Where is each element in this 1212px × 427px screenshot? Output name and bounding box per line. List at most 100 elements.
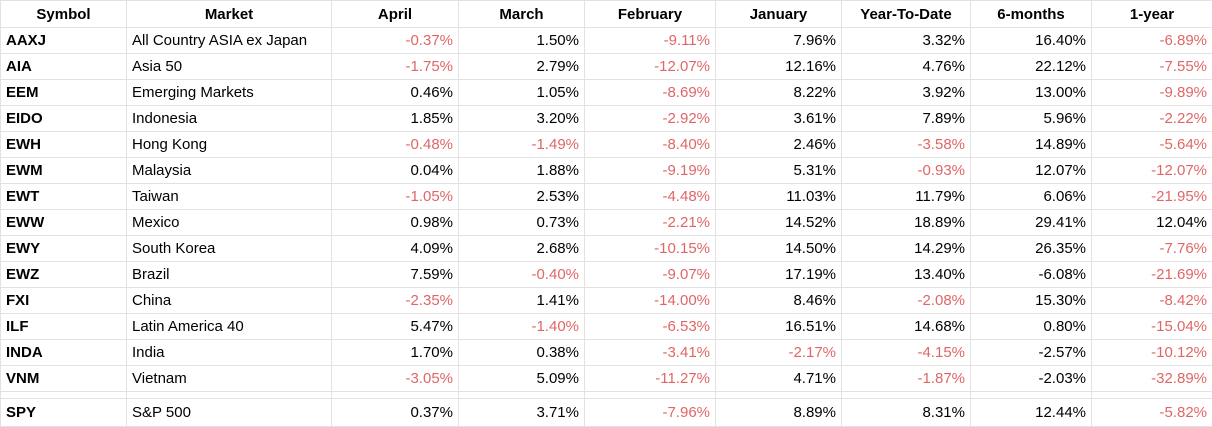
february-cell[interactable]: -8.69%	[585, 80, 716, 106]
february-cell[interactable]: -2.92%	[585, 106, 716, 132]
header-january[interactable]: January	[716, 1, 842, 28]
6-months-cell[interactable]: -2.57%	[971, 340, 1092, 366]
1-year-cell[interactable]: -7.55%	[1092, 54, 1212, 80]
symbol-cell[interactable]: EWW	[1, 210, 127, 236]
march-cell[interactable]: -1.49%	[459, 132, 585, 158]
6-months-cell[interactable]: 16.40%	[971, 28, 1092, 54]
year-to-date-cell[interactable]: -0.93%	[842, 158, 971, 184]
march-cell[interactable]: -0.40%	[459, 262, 585, 288]
year-to-date-cell[interactable]: 11.79%	[842, 184, 971, 210]
year-to-date-cell[interactable]: -4.15%	[842, 340, 971, 366]
february-cell[interactable]: -8.40%	[585, 132, 716, 158]
symbol-cell[interactable]: ILF	[1, 314, 127, 340]
year-to-date-cell[interactable]: 7.89%	[842, 106, 971, 132]
market-cell[interactable]: Mexico	[127, 210, 332, 236]
1-year-cell[interactable]: -7.76%	[1092, 236, 1212, 262]
symbol-cell[interactable]: VNM	[1, 366, 127, 392]
6-months-cell[interactable]: 6.06%	[971, 184, 1092, 210]
6-months-cell[interactable]: 26.35%	[971, 236, 1092, 262]
march-cell[interactable]: 0.38%	[459, 340, 585, 366]
symbol-cell[interactable]: EWT	[1, 184, 127, 210]
symbol-cell[interactable]: FXI	[1, 288, 127, 314]
symbol-cell[interactable]: SPY	[1, 399, 127, 427]
market-cell[interactable]: South Korea	[127, 236, 332, 262]
6-months-cell[interactable]: -2.03%	[971, 366, 1092, 392]
year-to-date-cell[interactable]: 14.29%	[842, 236, 971, 262]
march-cell[interactable]: 1.88%	[459, 158, 585, 184]
march-cell[interactable]: 3.71%	[459, 399, 585, 427]
january-cell[interactable]: 3.61%	[716, 106, 842, 132]
symbol-cell[interactable]: EWY	[1, 236, 127, 262]
symbol-cell[interactable]: EWZ	[1, 262, 127, 288]
6-months-cell[interactable]: 0.80%	[971, 314, 1092, 340]
1-year-cell[interactable]: -12.07%	[1092, 158, 1212, 184]
1-year-cell[interactable]: -10.12%	[1092, 340, 1212, 366]
january-cell[interactable]: 12.16%	[716, 54, 842, 80]
april-cell[interactable]: 0.04%	[332, 158, 459, 184]
year-to-date-cell[interactable]: -2.08%	[842, 288, 971, 314]
april-cell[interactable]: 7.59%	[332, 262, 459, 288]
symbol-cell[interactable]: EWH	[1, 132, 127, 158]
6-months-cell[interactable]: 15.30%	[971, 288, 1092, 314]
market-cell[interactable]: Hong Kong	[127, 132, 332, 158]
symbol-cell[interactable]: AAXJ	[1, 28, 127, 54]
empty-cell[interactable]	[332, 392, 459, 399]
april-cell[interactable]: -0.48%	[332, 132, 459, 158]
1-year-cell[interactable]: -2.22%	[1092, 106, 1212, 132]
market-cell[interactable]: Asia 50	[127, 54, 332, 80]
empty-cell[interactable]	[585, 392, 716, 399]
april-cell[interactable]: 0.98%	[332, 210, 459, 236]
january-cell[interactable]: 7.96%	[716, 28, 842, 54]
symbol-cell[interactable]: EIDO	[1, 106, 127, 132]
header-year-to-date[interactable]: Year-To-Date	[842, 1, 971, 28]
march-cell[interactable]: 2.68%	[459, 236, 585, 262]
1-year-cell[interactable]: -21.69%	[1092, 262, 1212, 288]
march-cell[interactable]: 1.05%	[459, 80, 585, 106]
empty-cell[interactable]	[1, 392, 127, 399]
april-cell[interactable]: -1.05%	[332, 184, 459, 210]
1-year-cell[interactable]: -5.82%	[1092, 399, 1212, 427]
6-months-cell[interactable]: 14.89%	[971, 132, 1092, 158]
january-cell[interactable]: 5.31%	[716, 158, 842, 184]
april-cell[interactable]: 5.47%	[332, 314, 459, 340]
1-year-cell[interactable]: -6.89%	[1092, 28, 1212, 54]
symbol-cell[interactable]: EWM	[1, 158, 127, 184]
april-cell[interactable]: 0.46%	[332, 80, 459, 106]
market-cell[interactable]: S&P 500	[127, 399, 332, 427]
1-year-cell[interactable]: -8.42%	[1092, 288, 1212, 314]
market-cell[interactable]: Vietnam	[127, 366, 332, 392]
1-year-cell[interactable]: -32.89%	[1092, 366, 1212, 392]
year-to-date-cell[interactable]: 3.32%	[842, 28, 971, 54]
april-cell[interactable]: 1.85%	[332, 106, 459, 132]
header-february[interactable]: February	[585, 1, 716, 28]
market-cell[interactable]: India	[127, 340, 332, 366]
symbol-cell[interactable]: EEM	[1, 80, 127, 106]
header-6-months[interactable]: 6-months	[971, 1, 1092, 28]
january-cell[interactable]: 16.51%	[716, 314, 842, 340]
march-cell[interactable]: -1.40%	[459, 314, 585, 340]
april-cell[interactable]: -3.05%	[332, 366, 459, 392]
february-cell[interactable]: -9.07%	[585, 262, 716, 288]
year-to-date-cell[interactable]: 3.92%	[842, 80, 971, 106]
symbol-cell[interactable]: INDA	[1, 340, 127, 366]
march-cell[interactable]: 3.20%	[459, 106, 585, 132]
january-cell[interactable]: -2.17%	[716, 340, 842, 366]
6-months-cell[interactable]: 5.96%	[971, 106, 1092, 132]
header-symbol[interactable]: Symbol	[1, 1, 127, 28]
market-cell[interactable]: All Country ASIA ex Japan	[127, 28, 332, 54]
empty-cell[interactable]	[716, 392, 842, 399]
january-cell[interactable]: 11.03%	[716, 184, 842, 210]
market-cell[interactable]: Malaysia	[127, 158, 332, 184]
market-cell[interactable]: China	[127, 288, 332, 314]
6-months-cell[interactable]: 12.44%	[971, 399, 1092, 427]
market-cell[interactable]: Brazil	[127, 262, 332, 288]
market-cell[interactable]: Latin America 40	[127, 314, 332, 340]
january-cell[interactable]: 2.46%	[716, 132, 842, 158]
february-cell[interactable]: -4.48%	[585, 184, 716, 210]
april-cell[interactable]: -2.35%	[332, 288, 459, 314]
year-to-date-cell[interactable]: -1.87%	[842, 366, 971, 392]
february-cell[interactable]: -11.27%	[585, 366, 716, 392]
market-cell[interactable]: Indonesia	[127, 106, 332, 132]
year-to-date-cell[interactable]: -3.58%	[842, 132, 971, 158]
symbol-cell[interactable]: AIA	[1, 54, 127, 80]
